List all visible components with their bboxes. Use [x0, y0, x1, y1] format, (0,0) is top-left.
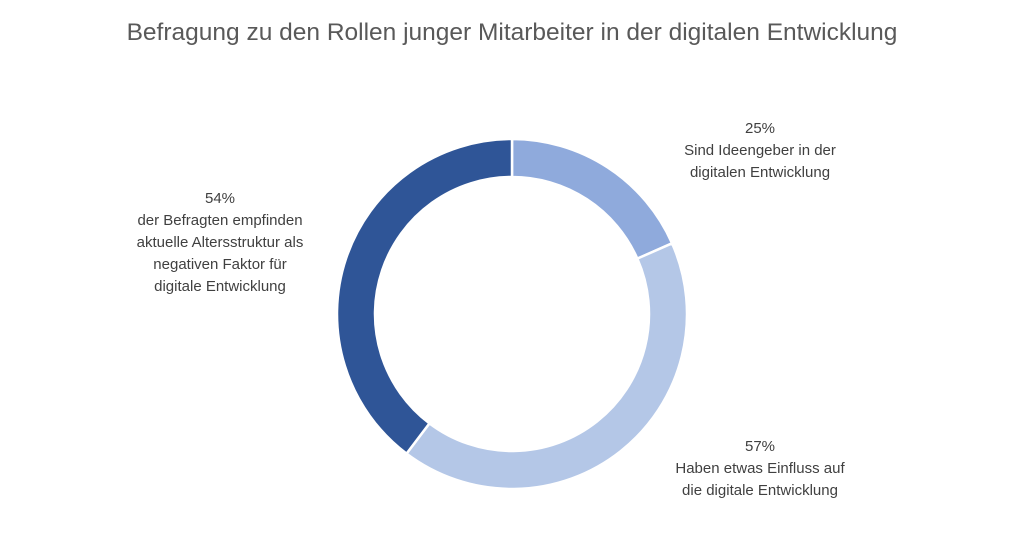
slice-label-altersstruktur: 54% der Befragten empfinden aktuelle Alt… — [100, 188, 340, 298]
slice-einfluss — [404, 241, 689, 491]
slice-label-einfluss: 57% Haben etwas Einfluss auf die digital… — [640, 436, 880, 502]
slice-text-label: Haben etwas Einfluss auf die digitale En… — [675, 460, 845, 499]
slice-altersstruktur — [335, 137, 514, 456]
slice-percent-label: 57% — [744, 438, 776, 455]
slice-text-label: Sind Ideengeber in der digitalen Entwick… — [684, 142, 836, 181]
slice-percent-label: 54% — [204, 190, 236, 207]
slice-percent-label: 25% — [744, 120, 776, 137]
slice-text-label: der Befragten empfinden aktuelle Alterss… — [136, 212, 304, 295]
slice-label-ideengeber: 25% Sind Ideengeber in der digitalen Ent… — [640, 118, 880, 184]
chart-title: Befragung zu den Rollen junger Mitarbeit… — [126, 19, 898, 46]
